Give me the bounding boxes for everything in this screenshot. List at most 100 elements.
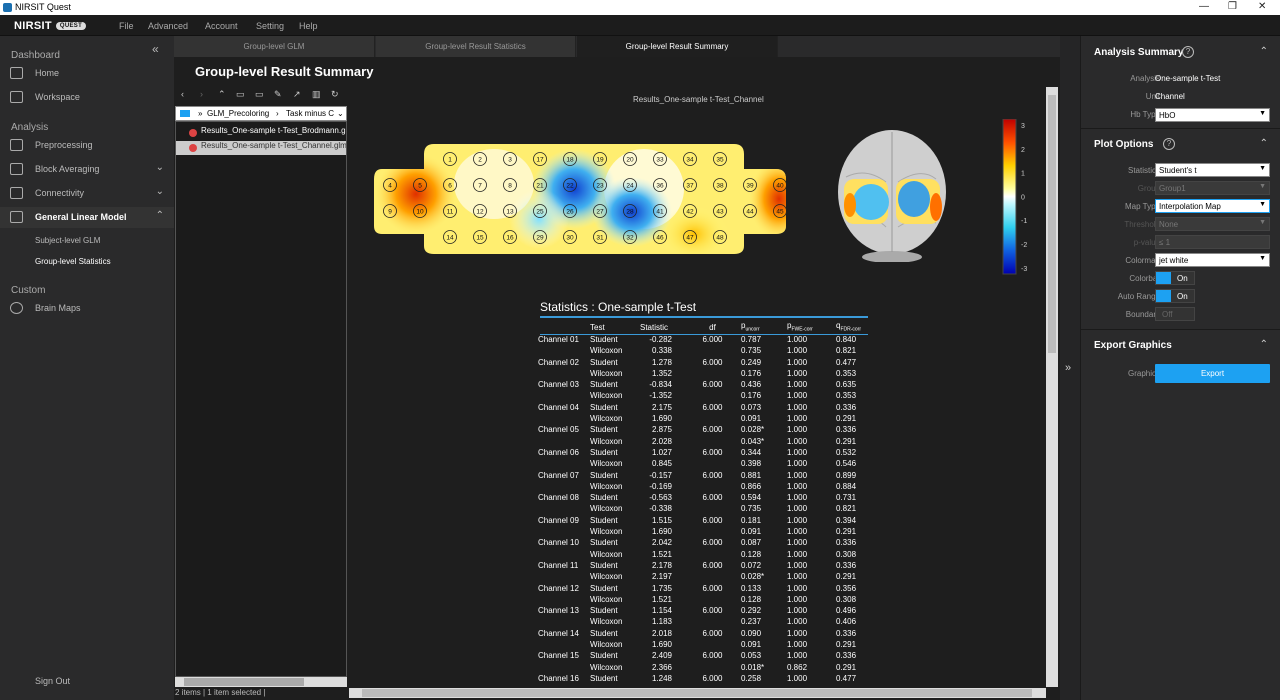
list-item[interactable]: Results_One-sample t-Test_Brodmann.gl <box>176 126 346 140</box>
p-fwe-cell: 1.000 <box>787 459 808 469</box>
export-button[interactable]: Export <box>1155 364 1270 383</box>
colorbar-tick: 1 <box>1021 171 1025 178</box>
help-icon[interactable]: ? <box>1163 138 1175 150</box>
group-select[interactable]: Group1 ▼ <box>1155 181 1270 195</box>
chevron-up-icon[interactable]: ⌃ <box>1259 339 1268 350</box>
brain-render <box>838 130 946 262</box>
threshold-select[interactable]: None ▼ <box>1155 217 1270 231</box>
help-icon[interactable]: ? <box>1182 46 1194 58</box>
sidebar-item-glm[interactable]: General Linear Model ⌃ <box>0 207 174 228</box>
menu-setting[interactable]: Setting <box>256 21 285 31</box>
q-fdr-cell: 0.356 <box>836 583 857 593</box>
channel-marker <box>653 178 667 192</box>
auto-range-toggle[interactable]: On <box>1155 289 1195 303</box>
tab-result-statistics[interactable]: Group-level Result Statistics <box>376 36 576 57</box>
table-row: Wilcoxon -1.352 0.176 1.000 0.353 <box>538 390 871 401</box>
channel-cell <box>538 503 590 514</box>
collapse-sidebar-icon[interactable]: « <box>152 42 159 56</box>
q-fdr-cell: 0.336 <box>836 538 857 548</box>
sidebar-item-subject-glm[interactable]: Subject-level GLM <box>35 236 101 245</box>
expand-panel-icon[interactable]: » <box>1065 362 1072 374</box>
channel-label: 42 <box>686 209 694 216</box>
sidebar-item-preprocessing[interactable]: Preprocessing <box>0 135 174 156</box>
statistic-cell: -0.169 <box>649 481 672 491</box>
panel-splitter[interactable]: » <box>1060 36 1080 700</box>
p-fwe-cell: 1.000 <box>787 346 808 356</box>
channel-label: 41 <box>656 209 664 216</box>
channel-marker <box>623 178 637 192</box>
chevron-up-icon[interactable]: ⌃ <box>1259 138 1268 149</box>
statistic-cell <box>640 684 690 685</box>
q-fdr-cell: 0.291 <box>836 436 857 446</box>
statistic-cell: 2.366 <box>651 662 672 672</box>
open-external-icon[interactable]: ↗ <box>293 89 301 99</box>
plot-vertical-scrollbar[interactable] <box>1046 87 1058 687</box>
sidebar-item-workspace[interactable]: Workspace <box>0 87 174 108</box>
hb-type-select[interactable]: HbO ▼ <box>1155 108 1270 122</box>
boundary-toggle[interactable]: Off <box>1155 307 1195 321</box>
analysis-summary-heading: Analysis Summary <box>1094 47 1184 58</box>
sign-out-link[interactable]: Sign Out <box>35 676 71 686</box>
refresh-icon[interactable]: ↻ <box>331 89 339 99</box>
channel-marker <box>743 204 757 218</box>
test-cell: Wilcoxon <box>590 481 623 491</box>
sidebar-item-connectivity[interactable]: Connectivity ⌄ <box>0 183 174 204</box>
p-value-input[interactable]: ≤ 1 <box>1155 235 1270 249</box>
q-fdr-cell: 0.821 <box>836 346 857 356</box>
df-cell <box>690 526 735 537</box>
p-fwe-cell: 1.000 <box>787 414 808 424</box>
breadcrumb[interactable]: » GLM_Precoloring › Task minus C ⌄ <box>175 106 347 121</box>
channel-label: 26 <box>566 209 574 216</box>
channel-markers: 1 2 3 17 18 19 20 33 34 354 5 6 7 8 21 22 23 24 36 37 38 39 40… <box>383 152 787 244</box>
delete-icon[interactable]: ▥ <box>312 89 321 99</box>
p-uncorr-cell <box>735 684 781 685</box>
statistics-select[interactable]: Student's t ▼ <box>1155 163 1270 177</box>
sidebar-item-brain-maps[interactable]: Brain Maps <box>0 298 174 319</box>
channel-marker <box>593 204 607 218</box>
edit-icon[interactable]: ✎ <box>274 89 282 99</box>
breadcrumb-item[interactable]: GLM_Precoloring <box>207 109 270 118</box>
channel-label: 47 <box>686 235 694 242</box>
app-logo: NIRSIT QUEST <box>14 20 87 32</box>
df-cell <box>690 662 735 673</box>
df-cell: 6.000 <box>702 357 723 367</box>
up-icon[interactable]: ⌃ <box>218 89 226 99</box>
tab-result-summary[interactable]: Group-level Result Summary <box>577 36 778 57</box>
back-icon[interactable]: ‹ <box>181 89 184 99</box>
folder-icon[interactable]: ▭ <box>236 89 245 99</box>
chevron-down-icon[interactable]: ⌄ <box>337 109 344 118</box>
menu-file[interactable]: File <box>119 21 134 31</box>
p-fwe-cell: 1.000 <box>787 504 808 514</box>
channel-marker <box>743 178 757 192</box>
table-row: Wilcoxon 1.521 0.128 1.000 0.308 <box>538 549 871 560</box>
restore-icon[interactable]: ❐ <box>1228 1 1237 12</box>
plot-horizontal-scrollbar[interactable] <box>349 688 1046 698</box>
sidebar-item-group-statistics[interactable]: Group-level Statistics <box>35 257 111 266</box>
channel-label: 17 <box>536 157 544 164</box>
colormap-select[interactable]: jet white ▼ <box>1155 253 1270 267</box>
close-icon[interactable]: ✕ <box>1258 1 1267 12</box>
list-item[interactable]: Results_One-sample t-Test_Channel.glm <box>176 141 346 155</box>
chevron-down-icon: ⌄ <box>155 186 164 197</box>
breadcrumb-item[interactable]: Task minus C <box>286 109 334 118</box>
new-folder-icon[interactable]: ▭ <box>255 89 264 99</box>
minimize-icon[interactable]: — <box>1199 1 1209 12</box>
map-type-select[interactable]: Interpolation Map ▼ <box>1155 199 1270 213</box>
p-fwe-cell: 1.000 <box>787 606 808 616</box>
sidebar-item-block-averaging[interactable]: Block Averaging ⌄ <box>0 159 174 180</box>
p-uncorr-cell: 0.735 <box>741 346 762 356</box>
channel-label: 23 <box>596 183 604 190</box>
menu-account[interactable]: Account <box>205 21 238 31</box>
test-cell: Wilcoxon <box>590 346 623 356</box>
channel-label: 7 <box>478 183 482 190</box>
menu-advanced[interactable]: Advanced <box>148 21 189 31</box>
chevron-up-icon[interactable]: ⌃ <box>1259 46 1268 57</box>
file-list-scrollbar[interactable] <box>175 677 347 687</box>
preprocessing-icon <box>10 139 23 151</box>
q-fdr-cell: 0.899 <box>836 470 857 480</box>
sidebar-item-home[interactable]: Home <box>0 63 174 84</box>
colorbar-toggle[interactable]: On <box>1155 271 1195 285</box>
forward-icon[interactable]: › <box>200 89 203 99</box>
tab-group-glm[interactable]: Group-level GLM <box>174 36 375 57</box>
menu-help[interactable]: Help <box>299 21 318 31</box>
